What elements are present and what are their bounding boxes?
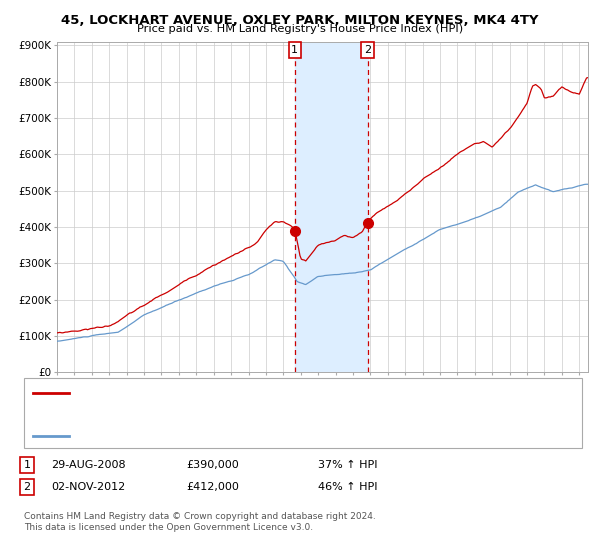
Text: 2: 2 [23, 482, 31, 492]
Text: 45, LOCKHART AVENUE, OXLEY PARK, MILTON KEYNES, MK4 4TY (detached house): 45, LOCKHART AVENUE, OXLEY PARK, MILTON … [72, 388, 497, 398]
Text: 46% ↑ HPI: 46% ↑ HPI [318, 482, 377, 492]
Text: 1: 1 [23, 460, 31, 470]
Text: 37% ↑ HPI: 37% ↑ HPI [318, 460, 377, 470]
Text: £412,000: £412,000 [186, 482, 239, 492]
Bar [295, 42, 368, 372]
Text: Contains HM Land Registry data © Crown copyright and database right 2024.
This d: Contains HM Land Registry data © Crown c… [24, 512, 376, 532]
Text: Price paid vs. HM Land Registry's House Price Index (HPI): Price paid vs. HM Land Registry's House … [137, 24, 463, 34]
Text: HPI: Average price, detached house, Milton Keynes: HPI: Average price, detached house, Milt… [72, 431, 337, 441]
Text: 29-AUG-2008: 29-AUG-2008 [51, 460, 125, 470]
Text: 2: 2 [364, 45, 371, 55]
Text: £390,000: £390,000 [186, 460, 239, 470]
Text: 1: 1 [292, 45, 298, 55]
Text: 02-NOV-2012: 02-NOV-2012 [51, 482, 125, 492]
Text: 45, LOCKHART AVENUE, OXLEY PARK, MILTON KEYNES, MK4 4TY: 45, LOCKHART AVENUE, OXLEY PARK, MILTON … [61, 14, 539, 27]
